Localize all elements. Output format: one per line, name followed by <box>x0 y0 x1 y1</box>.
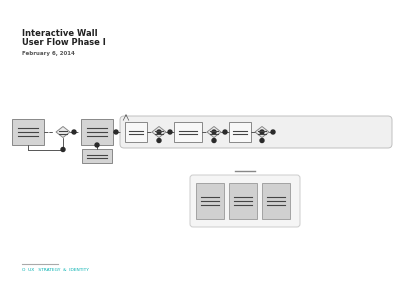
Circle shape <box>95 143 99 147</box>
Circle shape <box>260 130 264 134</box>
Circle shape <box>223 130 227 134</box>
Bar <box>174 122 202 142</box>
Bar <box>82 149 112 163</box>
Circle shape <box>260 139 264 142</box>
Circle shape <box>212 130 216 134</box>
Bar <box>196 183 224 219</box>
Bar <box>12 119 44 145</box>
Circle shape <box>72 130 76 134</box>
FancyBboxPatch shape <box>190 175 300 227</box>
Text: O  UX   STRATEGY  &  IDENTITY: O UX STRATEGY & IDENTITY <box>22 268 89 272</box>
Polygon shape <box>152 127 166 137</box>
Circle shape <box>157 130 161 134</box>
Polygon shape <box>255 127 269 137</box>
Bar <box>125 122 147 142</box>
Circle shape <box>157 139 161 142</box>
FancyBboxPatch shape <box>120 116 392 148</box>
Bar <box>262 183 290 219</box>
Circle shape <box>61 148 65 152</box>
Circle shape <box>271 130 275 134</box>
Text: Interactive Wall: Interactive Wall <box>22 29 98 38</box>
Circle shape <box>114 130 118 134</box>
Bar <box>229 183 257 219</box>
Text: February 6, 2014: February 6, 2014 <box>22 51 75 56</box>
Circle shape <box>212 139 216 142</box>
Circle shape <box>168 130 172 134</box>
Bar <box>81 119 113 145</box>
Polygon shape <box>207 127 221 137</box>
Bar <box>229 122 251 142</box>
Text: User Flow Phase I: User Flow Phase I <box>22 38 106 47</box>
Polygon shape <box>56 127 70 137</box>
